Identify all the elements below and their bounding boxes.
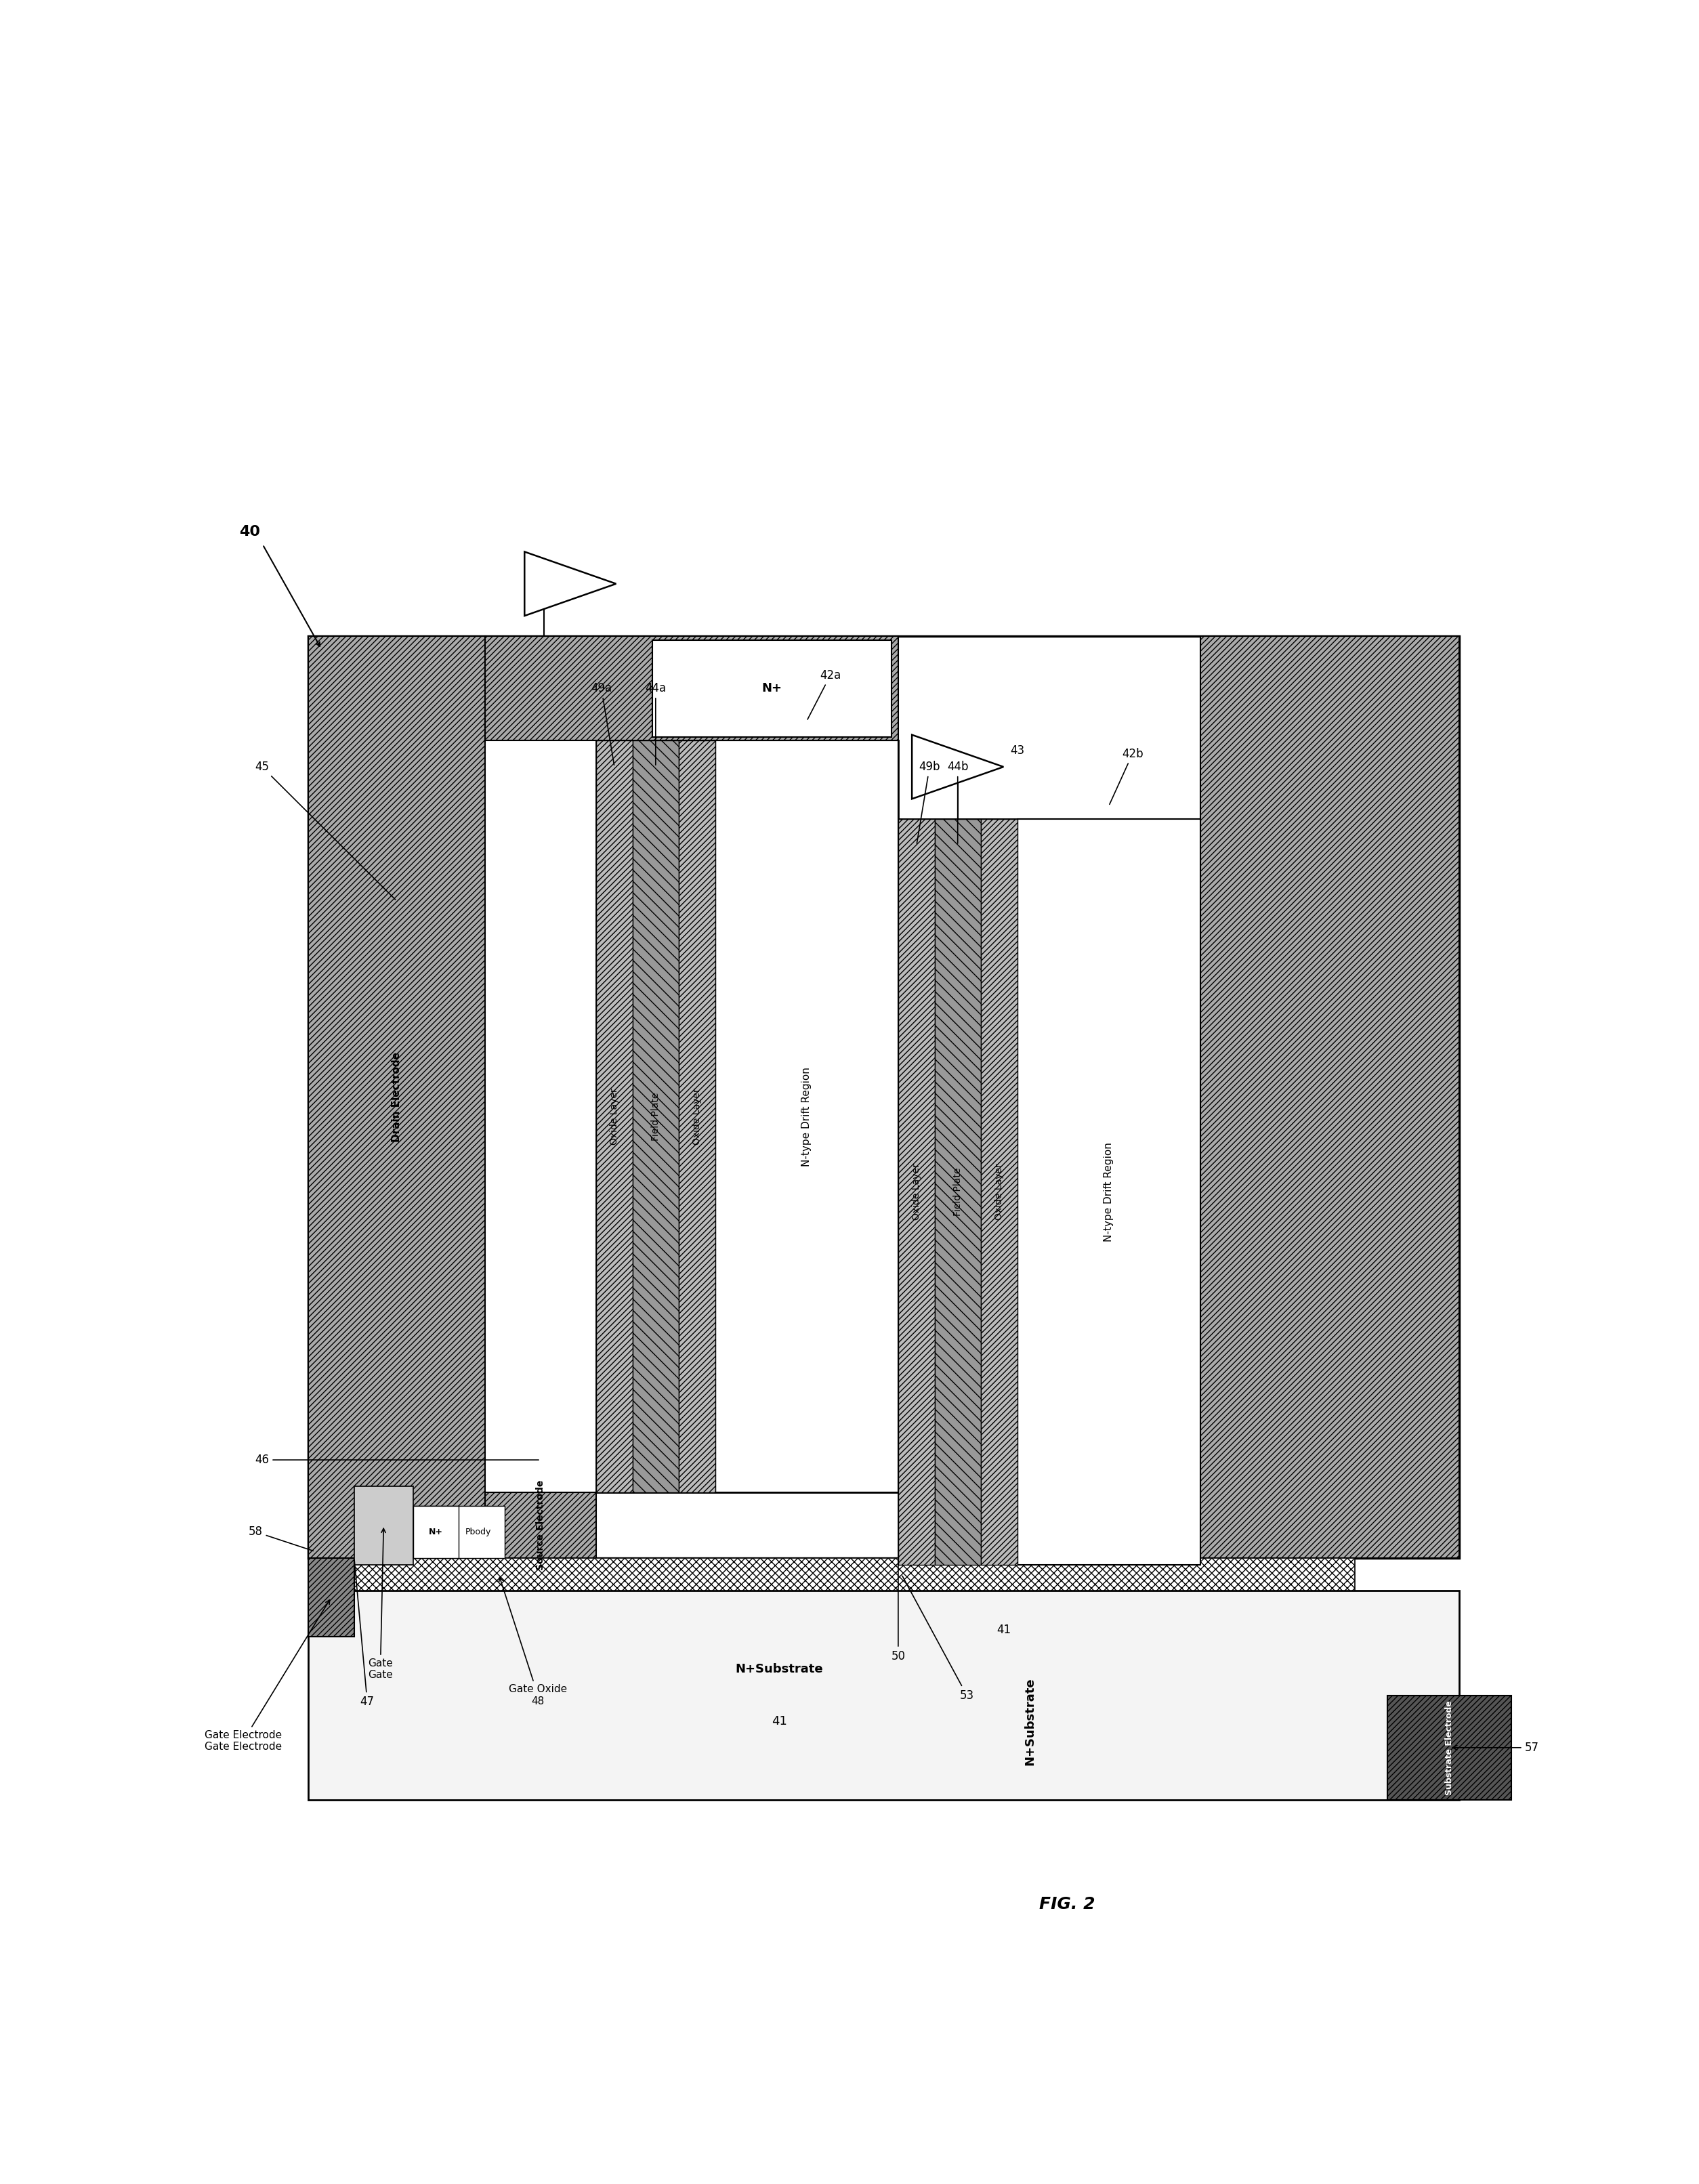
Text: Substrate Electrode: Substrate Electrode [1444, 1701, 1454, 1795]
Text: 49b: 49b [917, 760, 940, 843]
Text: 45: 45 [255, 760, 396, 900]
Text: N-type Drift Region: N-type Drift Region [1104, 1142, 1115, 1241]
Bar [934, 819, 980, 1564]
Text: 46: 46 [255, 1455, 539, 1465]
Text: Gate
Gate: Gate Gate [369, 1529, 392, 1679]
Polygon shape [912, 734, 1004, 799]
Text: Field Plate: Field Plate [651, 1092, 661, 1140]
Bar [899, 819, 934, 1564]
Text: 41: 41 [771, 1714, 787, 1728]
Text: 42b: 42b [1109, 747, 1143, 804]
Bar [484, 636, 899, 740]
Text: Gate Oxide
48: Gate Oxide 48 [500, 1577, 567, 1706]
Text: 58: 58 [248, 1527, 313, 1551]
Text: N+Substrate: N+Substrate [736, 1662, 822, 1675]
Bar [899, 819, 1199, 1564]
Text: 47: 47 [355, 1559, 374, 1708]
Bar [632, 740, 678, 1492]
Text: 50: 50 [890, 1559, 906, 1662]
Bar [980, 819, 1018, 1564]
Bar [1388, 1695, 1512, 1800]
Bar [596, 740, 899, 1492]
Bar [348, 1557, 1354, 1590]
Text: 43: 43 [1009, 745, 1024, 756]
Text: 44a: 44a [646, 681, 666, 764]
Bar [1199, 636, 1459, 1557]
Text: Oxide Layer: Oxide Layer [912, 1164, 921, 1221]
Text: 40: 40 [240, 524, 260, 537]
Bar [413, 1505, 459, 1557]
Bar [652, 640, 892, 736]
Text: 44b: 44b [946, 760, 968, 843]
Text: Source Electrode: Source Electrode [535, 1481, 545, 1570]
Text: N+: N+ [428, 1527, 443, 1535]
Bar [309, 636, 484, 1557]
Bar [678, 740, 715, 1492]
Bar [353, 1485, 413, 1564]
Text: 53: 53 [902, 1577, 974, 1701]
Bar [715, 740, 899, 1492]
Text: Drain Electrode: Drain Electrode [391, 1053, 401, 1142]
Text: 42a: 42a [807, 668, 841, 719]
Text: Oxide Layer: Oxide Layer [994, 1164, 1004, 1221]
Bar [596, 740, 632, 1492]
Polygon shape [525, 553, 617, 616]
Bar [309, 1557, 353, 1636]
Text: Field Plate: Field Plate [953, 1168, 962, 1216]
Bar [1018, 819, 1199, 1564]
Text: 49a: 49a [591, 681, 613, 764]
Text: N-type Drift Region: N-type Drift Region [802, 1068, 812, 1166]
Text: 57: 57 [1453, 1741, 1539, 1754]
Text: Oxide Layer: Oxide Layer [610, 1088, 618, 1144]
Bar [413, 1505, 505, 1557]
Text: Pbody: Pbody [466, 1527, 491, 1535]
Text: Oxide Layer: Oxide Layer [691, 1088, 702, 1144]
Bar [309, 1590, 1459, 1800]
Text: N+Substrate: N+Substrate [1024, 1677, 1036, 1765]
Text: 41: 41 [997, 1625, 1011, 1636]
Bar [484, 1492, 596, 1557]
Text: Gate Electrode
Gate Electrode: Gate Electrode Gate Electrode [204, 1601, 330, 1752]
Text: FIG. 2: FIG. 2 [1040, 1896, 1094, 1913]
Bar [309, 636, 1459, 1557]
Text: N+: N+ [761, 681, 782, 695]
